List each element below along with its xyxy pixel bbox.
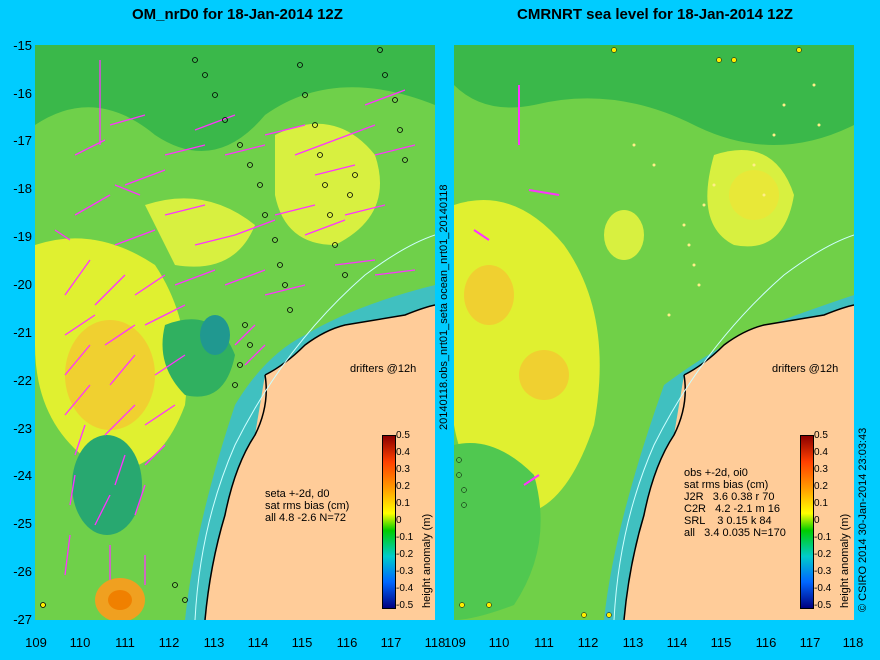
left-map-graphic xyxy=(35,45,435,620)
right-colorbar-label: height anomaly (m) xyxy=(839,513,851,608)
colorbar-tick: 0.4 xyxy=(814,447,828,458)
colorbar-tick: -0.4 xyxy=(814,583,832,594)
x-tick: 116 xyxy=(755,635,777,650)
y-tick: -17 xyxy=(13,133,32,148)
x-tick: 113 xyxy=(203,635,225,650)
x-tick: 109 xyxy=(25,635,47,650)
colorbar-tick: 0.4 xyxy=(396,447,410,458)
right-map-panel xyxy=(454,45,854,620)
y-tick: -16 xyxy=(13,86,32,101)
x-tick: 109 xyxy=(444,635,466,650)
y-tick: -20 xyxy=(13,277,32,292)
y-tick: -25 xyxy=(13,516,32,531)
y-tick: -27 xyxy=(13,612,32,627)
x-tick: 111 xyxy=(115,635,135,650)
y-tick: -24 xyxy=(13,468,32,483)
x-tick: 110 xyxy=(488,635,510,650)
left-annotation: seta +-2d, d0 sat rms bias (cm) all 4.8 … xyxy=(265,488,350,524)
colorbar-tick: 0.1 xyxy=(814,498,828,509)
y-tick: -18 xyxy=(13,181,32,196)
x-tick: 114 xyxy=(666,635,688,650)
x-tick: 114 xyxy=(247,635,269,650)
y-tick: -15 xyxy=(13,38,32,53)
right-annotation: obs +-2d, oi0 sat rms bias (cm) J2R 3.6 … xyxy=(684,467,786,539)
colorbar-tick: 0.5 xyxy=(396,430,410,441)
colorbar-tick: -0.5 xyxy=(396,600,414,611)
colorbar-tick: -0.3 xyxy=(814,566,832,577)
colorbar-tick: -0.1 xyxy=(396,532,414,543)
colorbar-tick: 0.1 xyxy=(396,498,410,509)
colorbar-tick: 0.3 xyxy=(814,464,828,475)
x-tick: 117 xyxy=(799,635,821,650)
colorbar-tick: -0.1 xyxy=(814,532,832,543)
left-colorbar xyxy=(382,435,396,609)
colorbar-tick: 0.5 xyxy=(814,430,828,441)
left-panel-title: OM_nrD0 for 18-Jan-2014 12Z xyxy=(132,6,343,23)
x-tick: 118 xyxy=(424,635,446,650)
colorbar-tick: -0.4 xyxy=(396,583,414,594)
x-tick: 115 xyxy=(710,635,732,650)
x-tick: 112 xyxy=(158,635,180,650)
right-drifters-label: drifters @12h xyxy=(772,363,839,375)
left-drifters-label: drifters @12h xyxy=(350,363,417,375)
colorbar-tick: -0.5 xyxy=(814,600,832,611)
x-tick: 117 xyxy=(380,635,402,650)
y-tick: -19 xyxy=(13,229,32,244)
colorbar-tick: 0.3 xyxy=(396,464,410,475)
x-tick: 113 xyxy=(622,635,644,650)
colorbar-tick: 0 xyxy=(396,515,402,526)
x-tick: 115 xyxy=(291,635,313,650)
x-tick: 112 xyxy=(577,635,599,650)
right-colorbar xyxy=(800,435,814,609)
x-tick: 110 xyxy=(69,635,91,650)
colorbar-tick: 0.2 xyxy=(814,481,828,492)
y-tick: -21 xyxy=(13,325,32,340)
left-colorbar-label: height anomaly (m) xyxy=(421,513,433,608)
middle-side-label: 20140118.obs_nrt01_seta ocean_nrt01_2014… xyxy=(438,184,450,430)
right-panel-title: CMRNRT sea level for 18-Jan-2014 12Z xyxy=(517,6,793,23)
colorbar-tick: -0.2 xyxy=(396,549,414,560)
x-tick: 111 xyxy=(534,635,554,650)
left-map-panel xyxy=(35,45,435,620)
copyright-label: © CSIRO 2014 30-Jan-2014 23:03:43 xyxy=(857,427,869,612)
y-tick: -22 xyxy=(13,373,32,388)
right-map-graphic xyxy=(454,45,854,620)
colorbar-tick: 0 xyxy=(814,515,820,526)
colorbar-tick: 0.2 xyxy=(396,481,410,492)
y-tick: -23 xyxy=(13,421,32,436)
colorbar-tick: -0.2 xyxy=(814,549,832,560)
x-tick: 118 xyxy=(842,635,864,650)
x-tick: 116 xyxy=(336,635,358,650)
y-tick: -26 xyxy=(13,564,32,579)
colorbar-tick: -0.3 xyxy=(396,566,414,577)
